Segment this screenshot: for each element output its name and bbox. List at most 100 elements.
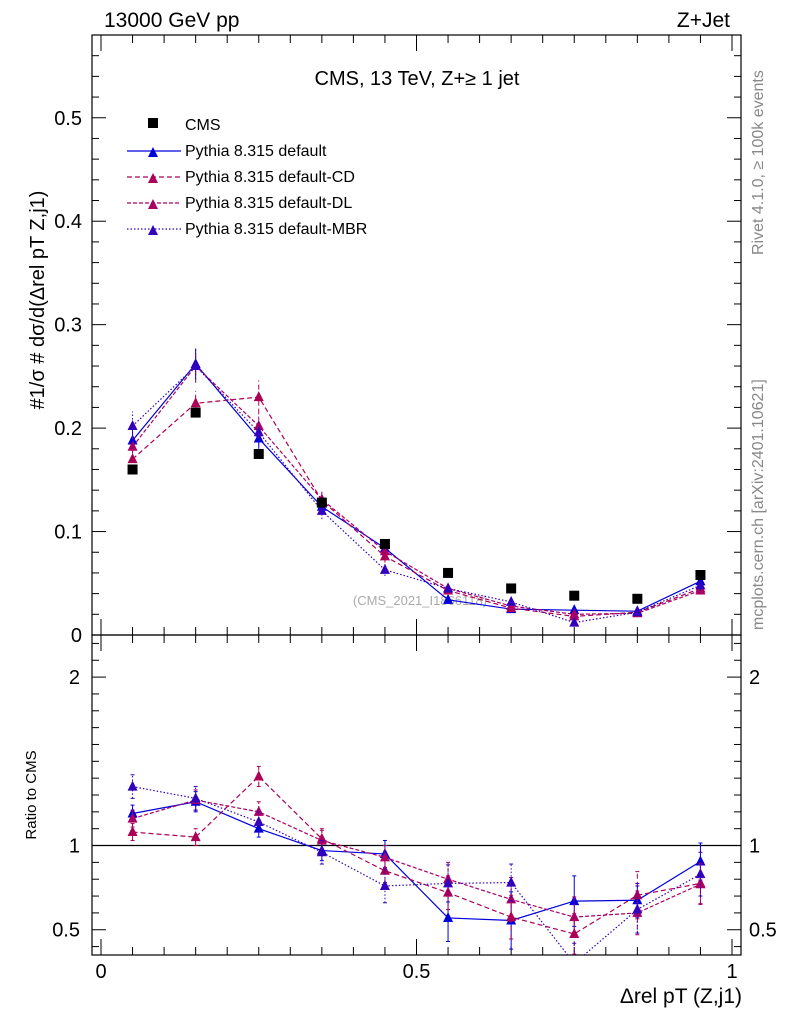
- cms-data-point: [253, 448, 264, 459]
- ratio-point: [506, 893, 517, 904]
- legend-cms-marker: [148, 118, 158, 128]
- ratio-point: [443, 886, 454, 897]
- legend-mbr-marker: [148, 225, 158, 235]
- series-point: [253, 391, 264, 402]
- series-point: [253, 420, 264, 431]
- series-point: [569, 616, 580, 627]
- mcplots-source-label: mcplots.cern.ch [arXiv:2401.10621]: [750, 379, 767, 630]
- cms-data-point: [632, 593, 643, 604]
- cms-data-point: [695, 570, 706, 580]
- ratio-point: [127, 812, 138, 823]
- ratio-point: [253, 805, 264, 816]
- ratio-point: [253, 770, 264, 781]
- cms-data-point: [569, 590, 580, 601]
- ratio-point: [443, 911, 454, 922]
- x-axis-label: Δrel pT (Z,j1): [620, 985, 742, 1008]
- series-point: [506, 595, 517, 606]
- series-point: [253, 426, 264, 437]
- series-point: [316, 504, 327, 515]
- ratio-point: [443, 877, 454, 888]
- ratio-line-2: [132, 799, 701, 918]
- x-tick-label: 0: [95, 961, 106, 983]
- series-point: [127, 453, 138, 464]
- main-y-tick-label: 0: [71, 625, 82, 647]
- legend-cms-label: CMS: [185, 117, 221, 134]
- series-point: [190, 360, 201, 371]
- main-y-tick-label: 0.5: [54, 108, 82, 130]
- ratio-y-tick-label-right: 1: [749, 836, 760, 858]
- ratio-line-0: [132, 801, 701, 922]
- series-point: [127, 420, 138, 431]
- main-y-tick-label: 0.4: [54, 211, 82, 233]
- series-point: [127, 440, 138, 451]
- cms-data-point: [506, 583, 517, 594]
- ratio-y-axis-label: Ratio to CMS: [23, 750, 40, 839]
- ratio-line-1: [132, 775, 701, 935]
- series-line-2: [132, 365, 701, 615]
- cms-data-point: [443, 567, 454, 578]
- ratio-point: [253, 815, 264, 826]
- legend-mbr-label: Pythia 8.315 default-MBR: [185, 221, 367, 238]
- main-y-axis-label: #1/σ # dσ/d(Δrel pT Z,j1): [27, 191, 49, 410]
- ratio-point: [379, 879, 390, 890]
- series-line-3: [132, 365, 701, 624]
- ratio-point: [127, 780, 138, 791]
- series-point: [695, 579, 706, 590]
- ratio-y-tick-label-right: 0.5: [749, 920, 777, 942]
- ratio-y-tick-label-right: 2: [749, 667, 760, 689]
- x-axis: 0 0.5 1: [95, 35, 738, 983]
- series-point: [190, 397, 201, 408]
- series-line-1: [132, 396, 701, 617]
- legend-cd-marker: [148, 173, 158, 183]
- series-point: [569, 608, 580, 619]
- ratio-point: [632, 903, 643, 914]
- ratio-point: [190, 831, 201, 842]
- main-y-tick-label: 0.3: [54, 315, 82, 337]
- ratio-point: [379, 851, 390, 862]
- main-series-layer: [127, 348, 706, 627]
- ratio-point: [695, 868, 706, 879]
- ratio-panel-frame: [91, 634, 742, 956]
- ratio-point: [316, 834, 327, 845]
- cms-data-point: [379, 538, 390, 549]
- analysis-watermark: (CMS_2021_I1866118): [353, 593, 487, 608]
- series-point: [443, 582, 454, 593]
- ratio-y-tick-label: 0.5: [52, 920, 80, 942]
- legend: CMS Pythia 8.315 default Pythia 8.315 de…: [127, 117, 367, 238]
- ratio-point: [316, 846, 327, 857]
- x-tick-label: 1: [726, 961, 737, 983]
- main-y-axis-label-text: #1/σ # dσ/d(Δrel pT Z,j1): [27, 191, 49, 410]
- main-y-tick-label: 0.2: [54, 418, 82, 440]
- ratio-point: [506, 876, 517, 887]
- ratio-line-3: [132, 785, 701, 955]
- ratio-point: [695, 878, 706, 889]
- ratio-point: [190, 792, 201, 803]
- ratio-point: [569, 957, 579, 967]
- cms-data-point: [127, 464, 138, 475]
- cms-data-point: [316, 497, 327, 508]
- rivet-version-label: Rivet 4.1.0, ≥ 100k events: [750, 70, 767, 255]
- plot-title: CMS, 13 TeV, Z+≥ 1 jet: [315, 68, 520, 90]
- header-process-label: Z+Jet: [677, 9, 730, 32]
- legend-cd-label: Pythia 8.315 default-CD: [185, 169, 355, 186]
- ratio-y-axis: 0.5 0.5 1 1 2 2: [52, 642, 777, 948]
- ratio-y-tick-label: 1: [69, 836, 80, 858]
- series-point: [632, 606, 643, 617]
- ratio-y-tick-label: 2: [69, 667, 80, 689]
- main-y-axis: 0 0.1 0.2 0.3 0.4 0.5: [54, 55, 741, 647]
- ratio-point: [569, 911, 580, 922]
- legend-default-label: Pythia 8.315 default: [185, 143, 327, 160]
- series-point: [443, 593, 454, 604]
- ratio-point: [127, 826, 138, 837]
- main-y-tick-label: 0.1: [54, 522, 82, 544]
- legend-default-marker: [148, 147, 158, 157]
- series-point: [379, 563, 390, 574]
- x-tick-label: 0.5: [403, 961, 431, 983]
- legend-dl-marker: [148, 199, 158, 209]
- series-point: [379, 545, 390, 556]
- header-energy-label: 13000 GeV pp: [104, 9, 239, 32]
- ratio-point: [569, 927, 580, 938]
- ratio-series-layer: [127, 765, 706, 967]
- legend-dl-label: Pythia 8.315 default-DL: [185, 195, 352, 212]
